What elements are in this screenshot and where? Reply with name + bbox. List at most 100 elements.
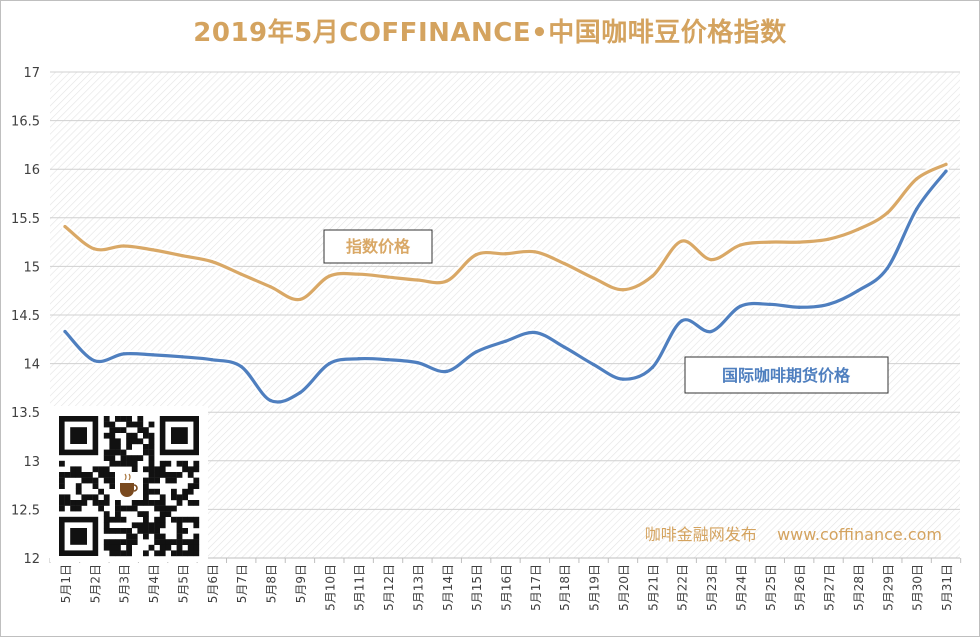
qr-module xyxy=(193,522,200,529)
qr-module xyxy=(81,472,88,478)
legend-futures-price-label: 国际咖啡期货价格 xyxy=(722,366,851,385)
qr-module xyxy=(182,466,188,473)
qr-module xyxy=(109,539,116,545)
qr-module xyxy=(171,494,177,501)
qr-module xyxy=(98,472,104,478)
qr-module xyxy=(154,528,160,534)
x-tick-label: 5月11日 xyxy=(353,564,367,611)
qr-module xyxy=(87,494,93,501)
qr-module xyxy=(143,427,149,433)
qr-module xyxy=(171,550,177,557)
y-tick-label: 15 xyxy=(23,260,40,275)
data-point xyxy=(797,305,801,309)
qr-module xyxy=(182,494,188,501)
qr-module xyxy=(154,488,160,495)
qr-module xyxy=(171,516,177,523)
x-tick-label: 5月2日 xyxy=(88,564,102,603)
qr-module xyxy=(75,466,82,473)
qr-module xyxy=(137,427,144,433)
qr-module xyxy=(137,421,144,428)
qr-module xyxy=(64,472,71,478)
x-tick-label: 5月12日 xyxy=(382,564,396,611)
qr-module xyxy=(109,528,116,534)
qr-module xyxy=(171,505,177,512)
qr-module xyxy=(154,516,160,523)
qr-module xyxy=(103,494,110,501)
data-point xyxy=(63,329,67,334)
qr-module xyxy=(120,427,127,433)
data-point xyxy=(474,253,478,257)
data-point xyxy=(592,362,596,367)
qr-module xyxy=(143,432,149,439)
qr-module xyxy=(120,455,127,461)
data-point xyxy=(503,339,508,343)
x-tick-label: 5月19日 xyxy=(588,564,602,611)
qr-module xyxy=(92,500,99,506)
data-point xyxy=(709,329,713,334)
qr-module xyxy=(176,539,183,545)
qr-module xyxy=(103,432,110,439)
qr-finder-core xyxy=(171,427,188,444)
qr-module xyxy=(87,472,93,478)
legend-futures-price: 国际咖啡期货价格 xyxy=(684,356,889,394)
qr-module xyxy=(187,488,194,495)
qr-module xyxy=(154,522,160,529)
qr-module xyxy=(148,528,155,534)
qr-module xyxy=(143,550,149,557)
data-point xyxy=(826,237,831,241)
qr-module xyxy=(115,516,121,523)
qr-module xyxy=(176,472,183,478)
qr-module xyxy=(137,528,144,534)
qr-module xyxy=(115,460,121,467)
y-tick-label: 14 xyxy=(23,358,40,373)
data-point xyxy=(709,257,713,262)
qr-module xyxy=(154,550,160,557)
qr-module xyxy=(98,488,104,495)
qr-module xyxy=(148,438,155,445)
qr-module xyxy=(159,533,166,540)
qr-module xyxy=(115,505,121,512)
qr-module xyxy=(103,449,110,456)
qr-module xyxy=(126,533,132,540)
series-lines xyxy=(61,160,950,406)
qr-module xyxy=(154,539,160,545)
qr-module xyxy=(75,483,82,489)
qr-module xyxy=(126,544,132,551)
qr-module xyxy=(137,455,144,461)
y-tick-label: 13 xyxy=(23,455,40,470)
x-tick-label: 5月16日 xyxy=(500,564,514,611)
data-point xyxy=(621,288,625,292)
qr-module xyxy=(131,505,138,512)
qr-module xyxy=(109,544,116,551)
qr-module xyxy=(59,472,65,478)
data-point xyxy=(856,289,860,293)
qr-module xyxy=(176,460,183,467)
qr-module xyxy=(159,516,166,523)
data-point xyxy=(210,358,214,362)
qr-module xyxy=(165,511,172,517)
qr-module xyxy=(98,500,104,506)
qr-module xyxy=(182,550,188,557)
data-point xyxy=(180,254,185,258)
data-point xyxy=(885,266,889,270)
qr-module xyxy=(154,500,160,506)
qr-module xyxy=(115,416,121,422)
qr-module xyxy=(59,505,65,512)
qr-module xyxy=(109,455,116,461)
qr-module xyxy=(120,505,127,512)
qr-module xyxy=(103,472,110,478)
qr-module xyxy=(126,444,132,450)
qr-module xyxy=(154,505,160,512)
data-point xyxy=(327,274,331,278)
qr-module xyxy=(109,483,116,489)
qr-module xyxy=(64,500,71,506)
qr-module xyxy=(171,539,177,545)
qr-module xyxy=(187,472,194,478)
qr-module xyxy=(109,432,116,439)
qr-module xyxy=(143,528,149,534)
qr-module xyxy=(126,421,132,428)
data-point xyxy=(327,362,331,366)
x-tick-label: 5月10日 xyxy=(323,564,337,611)
qr-module xyxy=(70,472,76,478)
